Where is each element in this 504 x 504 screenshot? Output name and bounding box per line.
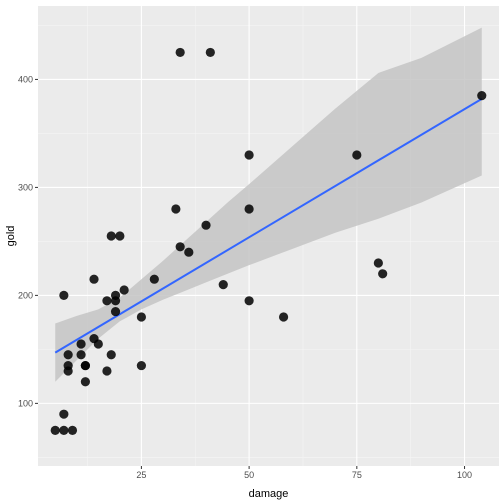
data-point <box>184 247 194 257</box>
x-tick-label: 100 <box>457 470 472 480</box>
data-point <box>59 409 69 419</box>
data-point <box>63 360 73 371</box>
y-axis-title: gold <box>5 226 17 247</box>
data-point <box>378 269 388 279</box>
data-point <box>102 296 112 306</box>
data-point <box>106 231 116 241</box>
data-point <box>119 285 129 295</box>
data-point <box>110 296 121 306</box>
data-point <box>352 150 362 160</box>
x-tick-label: 75 <box>352 470 362 480</box>
regression-line <box>54 98 483 354</box>
data-point <box>63 350 73 360</box>
data-point <box>115 231 125 241</box>
data-point <box>175 47 185 58</box>
data-point <box>50 425 60 435</box>
data-point <box>67 425 78 435</box>
data-point <box>244 150 254 160</box>
data-point <box>102 366 112 376</box>
data-point <box>76 350 86 360</box>
x-tick-label: 50 <box>244 470 254 480</box>
confidence-ribbon <box>55 27 482 382</box>
data-point <box>373 258 383 268</box>
y-tick-label: 100 <box>18 398 33 408</box>
data-point <box>149 274 159 284</box>
data-point <box>59 425 69 435</box>
data-points <box>50 47 487 435</box>
data-point <box>76 339 86 349</box>
y-tick-label: 400 <box>18 74 33 84</box>
data-point <box>80 360 90 371</box>
data-point <box>171 204 181 214</box>
data-point <box>477 91 487 101</box>
data-point <box>89 274 99 284</box>
data-point <box>80 377 90 387</box>
x-axis-ticks: 25 50 75 100 <box>136 466 472 480</box>
data-point <box>201 220 211 230</box>
data-point <box>244 204 254 214</box>
data-point <box>59 290 69 300</box>
data-point <box>218 279 228 290</box>
x-axis-title: damage <box>249 488 289 500</box>
data-point <box>205 47 215 58</box>
data-point <box>106 350 116 360</box>
data-point <box>278 312 289 322</box>
data-point <box>93 339 103 349</box>
data-point <box>136 312 147 322</box>
data-point <box>110 306 121 317</box>
y-tick-label: 300 <box>18 182 33 192</box>
data-point <box>136 360 147 371</box>
y-axis-ticks: 100 200 300 400 <box>18 74 38 408</box>
x-tick-label: 25 <box>136 470 146 480</box>
y-tick-label: 200 <box>18 290 33 300</box>
data-point <box>244 296 254 306</box>
data-point <box>175 242 185 252</box>
